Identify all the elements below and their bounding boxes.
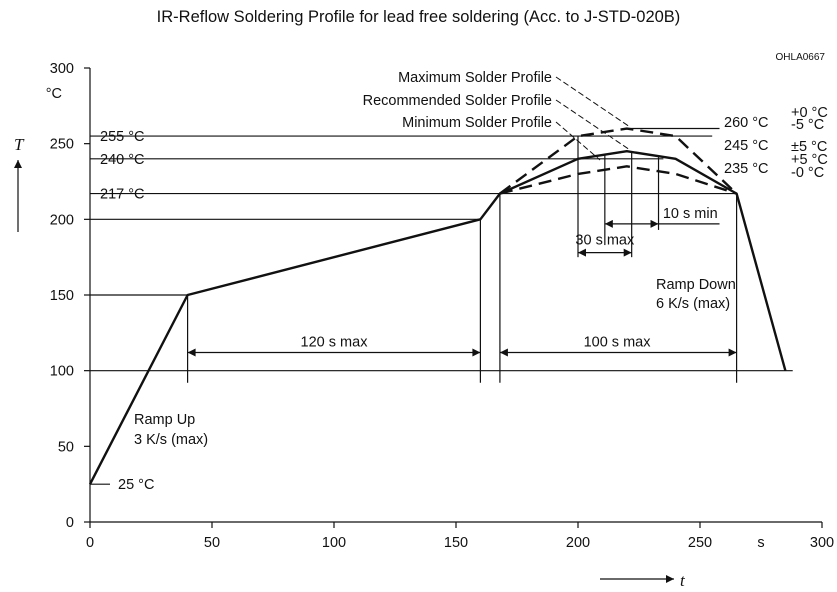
dim-minpeak-label: 10 s min	[663, 206, 718, 222]
x-tick-label: 100	[322, 535, 346, 551]
dim-preheat-label: 120 s max	[301, 335, 369, 351]
x-tick-label: 300	[810, 535, 834, 551]
chart-title: IR-Reflow Soldering Profile for lead fre…	[156, 8, 681, 26]
legend-label: Recommended Solder Profile	[363, 93, 552, 109]
ramp-down-rate: 6 K/s (max)	[656, 296, 730, 312]
ramp-down-label: Ramp Down	[656, 277, 736, 293]
y-tick-label: 300	[50, 61, 74, 77]
y-tick-label: 100	[50, 364, 74, 380]
ramp-up-label: Ramp Up	[134, 412, 195, 428]
y-tick-label: 200	[50, 212, 74, 228]
x-tick-label: 50	[204, 535, 220, 551]
figure-code: OHLA0667	[775, 52, 825, 63]
reference-label: 240 °C	[100, 152, 145, 168]
peak-max-label: 260 °C	[724, 115, 769, 131]
x-tick-label: 200	[566, 535, 590, 551]
x-tick-label: 250	[688, 535, 712, 551]
series-maximum	[499, 127, 738, 195]
peak-min-tol-minus: -0 °C	[791, 165, 824, 181]
peak-min-label: 235 °C	[724, 161, 769, 177]
y-tick-label: 250	[50, 137, 74, 153]
x-tick-label: 0	[86, 535, 94, 551]
y-axis-symbol: T	[14, 135, 25, 154]
legend-leader	[555, 121, 601, 161]
x-axis-symbol: t	[680, 571, 686, 590]
legend-leader	[555, 99, 631, 151]
legend-label: Minimum Solder Profile	[402, 115, 552, 131]
y-tick-label: 150	[50, 288, 74, 304]
peak-max-tol-plus: +0 °C	[791, 105, 828, 121]
dim-above217-label: 100 s max	[584, 335, 652, 351]
reference-label: 25 °C	[118, 477, 154, 493]
peak-rec-label: 245 °C	[724, 138, 769, 154]
peak-rec-tol: ±5 °C	[791, 139, 827, 155]
dim-peak-label: 30 s max	[575, 233, 635, 249]
y-unit-label: °C	[46, 86, 62, 102]
legend-label: Maximum Solder Profile	[398, 70, 552, 86]
ramp-up-rate: 3 K/s (max)	[134, 432, 208, 448]
legend-leader	[555, 76, 631, 128]
x-tick-label: 150	[444, 535, 468, 551]
y-tick-label: 50	[58, 439, 74, 455]
reference-label: 255 °C	[100, 129, 145, 145]
series-minimum	[499, 165, 737, 195]
peak-min-tol-plus: +5 °C	[791, 152, 828, 168]
y-tick-label: 0	[66, 515, 74, 531]
reference-label: 217 °C	[100, 187, 145, 203]
x-unit-label: s	[757, 535, 764, 551]
peak-max-tol-minus: -5 °C	[791, 117, 824, 133]
